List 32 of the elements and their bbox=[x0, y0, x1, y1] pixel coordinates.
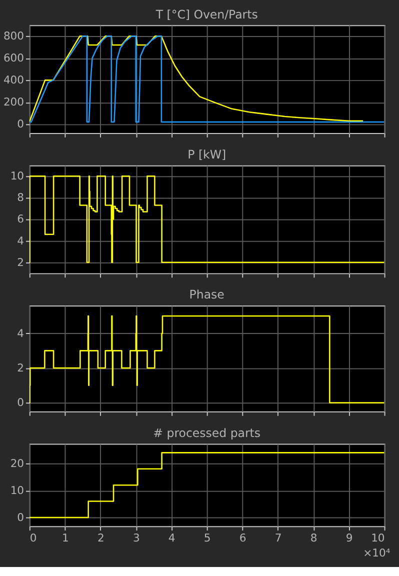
x-tick-label: 10 bbox=[371, 531, 385, 544]
y-tick-label: 10 bbox=[10, 170, 24, 183]
x-tick-label: 9 bbox=[346, 531, 353, 544]
y-tick-label: 800 bbox=[3, 30, 24, 43]
x-tick-label: 5 bbox=[204, 531, 211, 544]
chart-title: T [°C] Oven/Parts bbox=[154, 7, 258, 22]
y-tick-label: 4 bbox=[17, 234, 24, 248]
x-tick-label: 0 bbox=[30, 531, 37, 544]
y-tick-label: 0 bbox=[17, 396, 24, 410]
y-tick-label: 400 bbox=[3, 74, 24, 87]
x-tick-label: 7 bbox=[274, 531, 282, 544]
chart-title: Phase bbox=[189, 288, 224, 302]
y-tick-label: 4 bbox=[17, 326, 24, 340]
y-tick-label: 2 bbox=[17, 256, 24, 269]
text: ×10⁴ bbox=[363, 546, 390, 560]
x-tick-label: 8 bbox=[310, 531, 318, 544]
x-tick-label: 6 bbox=[239, 531, 246, 544]
x-tick-label: 2 bbox=[97, 531, 104, 544]
x-tick-label: 3 bbox=[132, 531, 140, 544]
x-tick-label: 4 bbox=[168, 531, 176, 544]
y-tick-label: 20 bbox=[10, 456, 24, 470]
y-tick-label: 600 bbox=[3, 52, 24, 65]
chart-title: P [kW] bbox=[188, 148, 226, 162]
x-tick-label: 1 bbox=[62, 531, 69, 544]
y-tick-label: 0 bbox=[17, 510, 24, 524]
y-tick-label: 8 bbox=[17, 191, 24, 204]
y-tick-label: 6 bbox=[17, 212, 24, 226]
y-tick-label: 200 bbox=[3, 96, 24, 109]
y-tick-label: 2 bbox=[17, 361, 24, 374]
chart-title: # processed parts bbox=[153, 426, 261, 440]
y-tick-label: 0 bbox=[17, 118, 24, 131]
y-tick-label: 10 bbox=[10, 484, 24, 497]
